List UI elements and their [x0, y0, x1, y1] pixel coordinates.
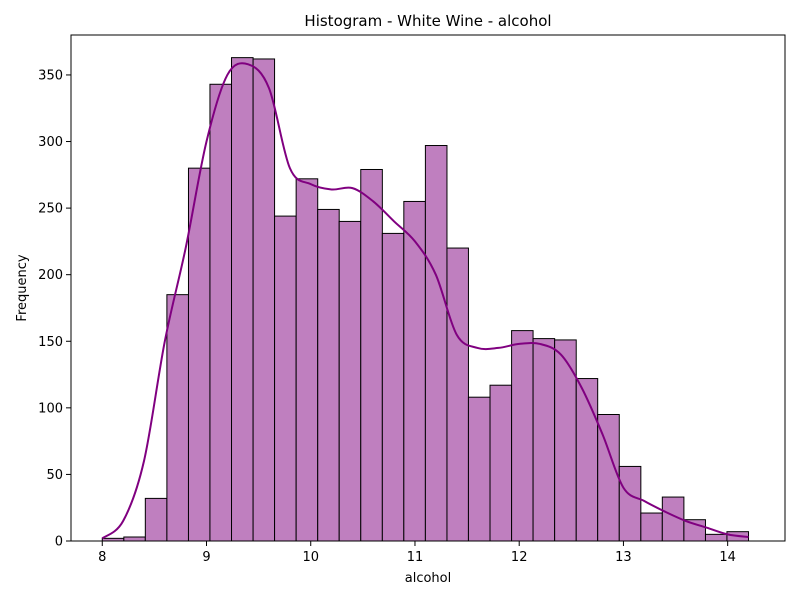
histogram-bar [187, 167, 211, 542]
x-tick-label: 14 [719, 550, 736, 565]
x-tick-label: 8 [98, 550, 106, 565]
histogram-bar [123, 536, 146, 542]
y-tick-label: 100 [38, 401, 63, 416]
histogram-bar [231, 57, 254, 542]
plot-frame [70, 34, 786, 542]
x-tick-label: 13 [615, 550, 632, 565]
histogram-bar [597, 414, 620, 542]
histogram-bar [467, 396, 491, 542]
histogram-bar [489, 384, 513, 542]
histogram-bar [144, 497, 168, 542]
histogram-bar [683, 519, 706, 542]
x-axis-label: alcohol [405, 571, 451, 586]
histogram-bar [274, 215, 297, 542]
y-tick-label: 350 [38, 68, 63, 83]
x-axis-ticks: 8 9 10 11 12 13 14 [98, 541, 736, 565]
histogram-bar [704, 533, 728, 542]
x-tick-label: 9 [202, 550, 210, 565]
histogram-bar [511, 330, 534, 542]
histogram-bar [295, 178, 319, 542]
y-tick-label: 300 [38, 135, 63, 150]
histogram-bar [317, 208, 340, 542]
histogram-bar [532, 338, 556, 542]
histogram-bar [575, 378, 599, 542]
histogram-bar [424, 145, 448, 542]
x-tick-label: 10 [302, 550, 319, 565]
kde-curve [101, 62, 749, 540]
histogram-bar [209, 83, 233, 542]
chart-title: Histogram - White Wine - alcohol [304, 12, 551, 30]
histogram-bar [446, 247, 469, 542]
y-axis-label: Frequency [15, 254, 30, 321]
histogram-bar [381, 232, 405, 542]
x-tick-label: 12 [511, 550, 528, 565]
y-tick-label: 0 [55, 535, 63, 550]
y-tick-label: 200 [38, 268, 63, 283]
y-tick-label: 250 [38, 202, 63, 217]
histogram-bar [360, 168, 383, 542]
y-tick-label: 150 [38, 335, 63, 350]
y-axis-ticks: 0 50 100 150 200 250 300 350 [38, 68, 71, 550]
histogram-bar [640, 512, 663, 542]
histogram-bar [252, 58, 276, 542]
histogram-bar [338, 220, 362, 542]
kde-curve-group [101, 62, 749, 540]
histogram-bars [101, 57, 750, 542]
y-tick-label: 50 [46, 468, 63, 483]
histogram-bar [618, 465, 642, 542]
x-tick-label: 11 [407, 550, 424, 565]
histogram-bar [166, 294, 189, 542]
